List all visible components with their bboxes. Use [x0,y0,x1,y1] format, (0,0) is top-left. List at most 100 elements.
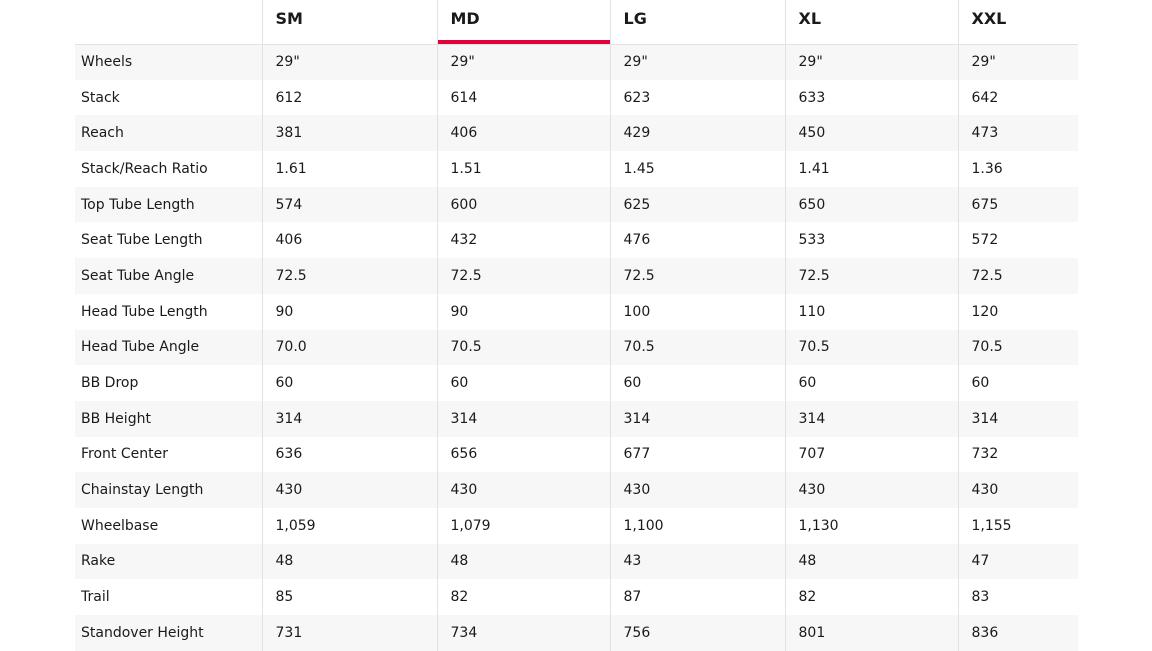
cell-value: 574 [261,186,437,223]
cell-value: 90 [436,293,610,330]
cell-value: 1.51 [436,151,610,187]
table-row: Trail 85 82 87 82 83 [75,579,1078,615]
cell-value: 314 [436,400,610,437]
cell-value: 406 [261,222,437,259]
cell-value: 734 [436,615,610,651]
cell-value: 43 [609,543,785,580]
cell-value: 450 [784,115,958,152]
cell-value: 533 [784,222,958,259]
cell-value: 29" [436,44,610,80]
cell-value: 430 [609,472,785,508]
cell-value: 623 [609,79,785,116]
cell-value: 430 [784,472,958,508]
cell-value: 70.0 [261,329,437,366]
table-row: Seat Tube Length 406 432 476 533 572 [75,222,1078,259]
cell-value: 656 [436,436,610,473]
cell-value: 314 [784,400,958,437]
cell-value: 29" [784,44,958,80]
cell-value: 430 [261,472,437,508]
cell-value: 430 [957,472,1078,508]
row-label: Standover Height [75,615,262,651]
row-label: Head Tube Length [81,303,208,320]
cell-value: 612 [261,79,437,116]
cell-value: 60 [436,365,610,401]
cell-value: 29" [957,44,1078,80]
cell-value: 60 [609,365,785,401]
size-tab-xxl[interactable]: XXL [957,0,1078,45]
cell-value: 70.5 [609,329,785,366]
cell-value: 60 [784,365,958,401]
cell-value: 72.5 [609,258,785,294]
row-label: Stack [81,89,120,106]
table-row: Seat Tube Angle 72.5 72.5 72.5 72.5 72.5 [75,258,1078,294]
table-row: Head Tube Angle 70.0 70.5 70.5 70.5 70.5 [75,329,1078,366]
cell-value: 406 [436,115,610,152]
cell-value: 677 [609,436,785,473]
cell-value: 756 [609,615,785,651]
table-row: Reach 381 406 429 450 473 [75,115,1078,152]
table-row: Chainstay Length 430 430 430 430 430 [75,472,1078,508]
cell-value: 801 [784,615,958,651]
cell-value: 731 [261,615,437,651]
cell-value: 707 [784,436,958,473]
table-row: BB Height 314 314 314 314 314 [75,400,1078,437]
row-label: Wheels [75,44,262,80]
cell-value: 1,155 [957,507,1078,544]
cell-value: 82 [784,579,958,615]
cell-value: 600 [436,186,610,223]
cell-value: 614 [436,79,610,116]
cell-value: 72.5 [436,258,610,294]
cell-value: 1,059 [261,507,437,544]
cell-value: 430 [436,472,610,508]
cell-value: 90 [261,293,437,330]
cell-value: 48 [436,543,610,580]
cell-value: 85 [261,579,437,615]
cell-value: 110 [784,293,958,330]
cell-value: 72.5 [261,258,437,294]
cell-value: 120 [957,293,1078,330]
table-row: Stack/Reach Ratio 1.61 1.51 1.45 1.41 1.36 [75,151,1078,187]
cell-value: 1.41 [784,151,958,187]
cell-value: 429 [609,115,785,152]
row-label: Wheelbase [81,517,159,534]
row-label: Chainstay Length [75,472,262,508]
cell-value: 72.5 [957,258,1078,294]
cell-value: 48 [261,543,437,580]
cell-value: 1.36 [957,151,1078,187]
row-label: Rake [75,543,262,580]
row-label: Front Center [81,446,168,463]
cell-value: 314 [957,400,1078,437]
cell-value: 1.45 [609,151,785,187]
row-label: Seat Tube Angle [75,258,262,294]
cell-value: 1,100 [609,507,785,544]
cell-value: 650 [784,186,958,223]
cell-value: 100 [609,293,785,330]
cell-value: 473 [957,115,1078,152]
cell-value: 83 [957,579,1078,615]
size-tab-sm[interactable]: SM [261,0,437,45]
table-row: Top Tube Length 574 600 625 650 675 [75,186,1078,223]
table-row: Wheels 29" 29" 29" 29" 29" [75,44,1078,80]
cell-value: 314 [261,400,437,437]
cell-value: 1,079 [436,507,610,544]
size-tab-xl[interactable]: XL [784,0,958,45]
cell-value: 836 [957,615,1078,651]
size-tab-md[interactable]: MD [436,0,610,45]
cell-value: 642 [957,79,1078,116]
cell-value: 70.5 [436,329,610,366]
cell-value: 47 [957,543,1078,580]
row-label: Stack/Reach Ratio [81,160,208,177]
table-row: Front Center 636 656 677 707 732 [75,436,1078,473]
cell-value: 70.5 [784,329,958,366]
cell-value: 82 [436,579,610,615]
cell-value: 48 [784,543,958,580]
cell-value: 732 [957,436,1078,473]
size-tab-lg[interactable]: LG [609,0,785,45]
cell-value: 29" [261,44,437,80]
row-label: Seat Tube Length [81,232,203,249]
row-label: Trail [81,589,110,606]
cell-value: 432 [436,222,610,259]
cell-value: 625 [609,186,785,223]
cell-value: 476 [609,222,785,259]
row-label: Top Tube Length [75,186,262,223]
